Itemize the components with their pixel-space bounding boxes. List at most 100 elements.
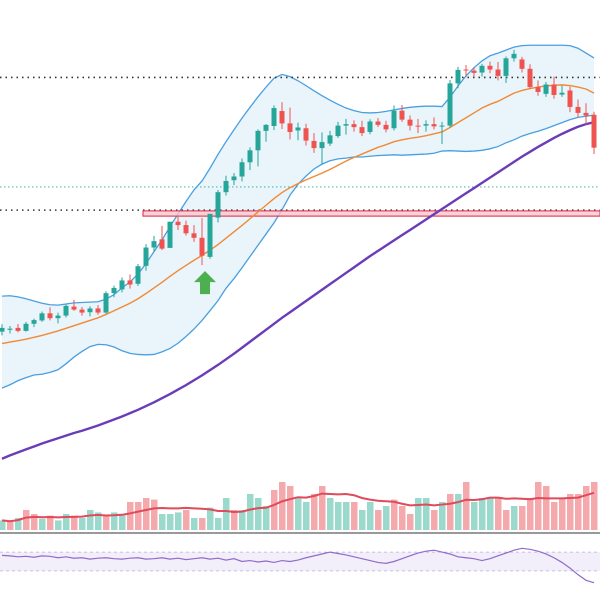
candle [415,118,421,134]
candle [303,123,309,146]
volume-bar [423,498,430,530]
candle-body [215,192,221,218]
candle-body [175,221,181,226]
candle-body [255,130,261,151]
candle [215,189,221,223]
candle-body [375,121,381,125]
volume-bar [207,507,214,530]
candle-body [543,84,549,94]
volume-bar [71,515,78,530]
candle [191,225,197,242]
candle-body [511,53,517,59]
candle [551,76,557,99]
candle [343,118,349,135]
candle [519,56,525,73]
sma-slow-line [1,121,595,460]
buy-signal-arrow-icon [194,271,216,295]
candle [487,61,493,74]
volume-bar [287,486,294,530]
candle-body [319,142,325,149]
candle-body [71,306,77,310]
candle-body [519,59,525,69]
volume-bar [0,520,6,530]
candle [439,121,445,144]
candle-body [111,287,117,294]
candle-body [95,308,101,313]
candle [327,130,333,146]
volume-bar [511,506,518,530]
candle-body [495,69,501,76]
candle [103,291,109,314]
candle-body [431,124,437,127]
candle-body [439,125,445,127]
candle-body [239,162,245,177]
candle-body [79,309,85,313]
volume-bar [583,486,590,530]
oscillator-panel [0,547,600,584]
volume-bar [103,515,110,530]
volume-bar [319,486,326,530]
candle-body [423,124,429,126]
bollinger-band-fill [2,45,594,389]
candle [79,306,85,316]
volume-bar [487,498,494,530]
candle-body [263,124,269,131]
moving-averages [1,84,595,460]
volume-bar [255,498,262,530]
candle-body [159,239,165,249]
volume-bar [503,510,510,530]
candle [31,318,37,328]
candle [7,326,13,334]
candle [511,49,517,62]
candle-body [551,84,557,95]
candle [335,121,341,138]
volume-bar [39,518,46,530]
volume-bar [15,518,22,530]
signal-markers [194,271,216,295]
candle [135,263,141,287]
volume-bar [191,518,198,530]
candle-body [151,241,157,248]
volume-bar [471,502,478,530]
bollinger-bands [1,44,595,389]
candle-body [343,124,349,126]
candle [55,312,61,324]
candle [255,129,261,167]
candle-body [583,112,589,116]
volume-bar [47,515,54,530]
candle [479,63,485,77]
candle [407,115,413,131]
volume-bar [63,514,70,530]
volume-bar [543,486,550,530]
candle [399,105,405,122]
candle-body [39,313,45,321]
volume-bar [119,514,126,530]
candle-body [535,87,541,92]
volume-bar [303,502,310,530]
volume-ma-line [1,491,595,523]
candle [207,213,213,259]
volume-bar [407,514,414,530]
candle-body [223,180,229,193]
volume-bar [231,510,238,530]
candle [591,111,597,155]
volume-bar [351,502,358,530]
volume-bar [23,510,30,530]
candle [95,305,101,315]
candle-body [351,124,357,128]
candle-body [135,266,141,284]
candle-body [295,127,301,131]
candle [535,80,541,96]
volume-bar [359,510,366,530]
candle [87,306,93,317]
volume-bar [367,502,374,530]
candle-body [447,83,453,126]
candle [47,307,53,321]
candle-body [247,150,253,163]
candle-body [407,119,413,126]
candle [287,107,293,140]
volume-bar [271,490,278,530]
candle [239,158,245,182]
candle [423,120,429,132]
